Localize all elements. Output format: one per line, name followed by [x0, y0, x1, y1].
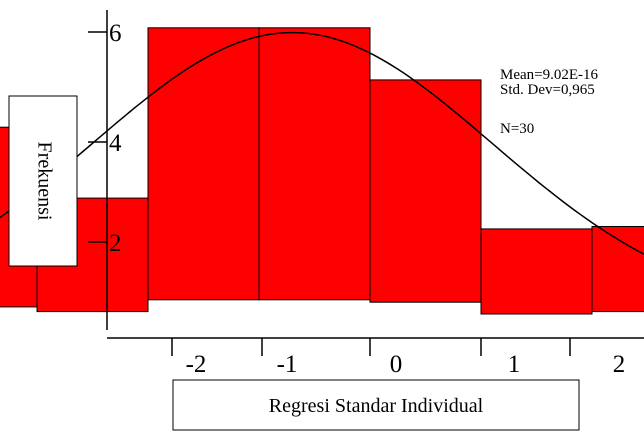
std-dev-text: Std. Dev=0,965	[500, 82, 595, 98]
xlabel-text: Regresi Standar Individual	[269, 395, 484, 417]
x-tick-label--1: -1	[277, 351, 298, 378]
mean-text: Mean=9.02E-16	[500, 67, 599, 83]
y-ticks-layer: 2 4 6	[88, 20, 122, 257]
bar-6	[480, 228, 593, 315]
xlabel-box	[172, 379, 580, 431]
x-tick-label--2: -2	[186, 351, 207, 378]
bar-7	[591, 226, 644, 313]
bars-layer	[0, 27, 644, 315]
bar-4	[258, 27, 371, 301]
x-tick-label-1: 1	[508, 351, 521, 378]
normal-curve	[0, 31, 644, 256]
ylabel-box	[8, 95, 78, 267]
bar-3	[147, 27, 260, 301]
y-tick-label-4: 4	[109, 130, 122, 157]
y-tick-label-2: 2	[109, 230, 122, 257]
bar-5	[369, 79, 482, 303]
y-tick-label-6: 6	[109, 20, 122, 47]
x-tick-label-2: 2	[613, 351, 626, 378]
x-ticks-layer: -2 -1 0 1 2	[171, 338, 626, 378]
x-tick-label-0: 0	[390, 351, 403, 378]
ylabel-text: Frekuensi	[33, 142, 55, 221]
n-text: N=30	[500, 121, 534, 137]
